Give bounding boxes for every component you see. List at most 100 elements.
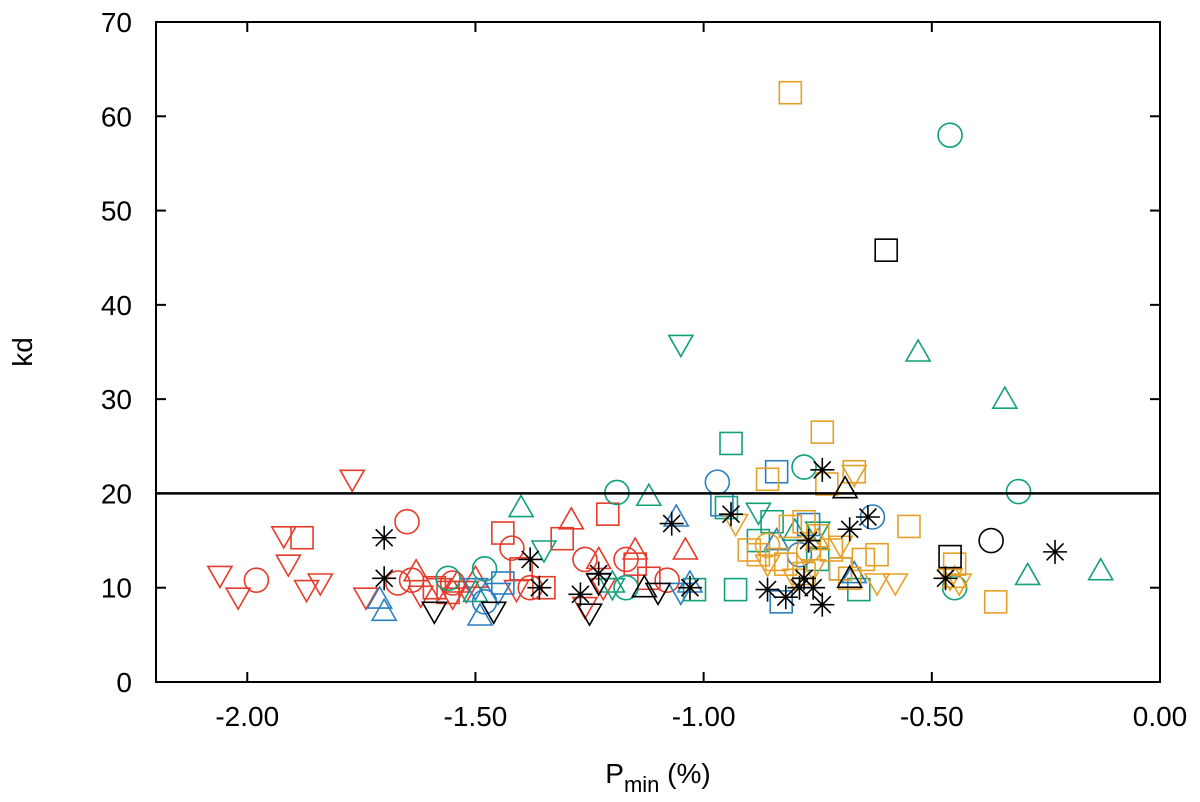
y-tick-label: 40 xyxy=(101,290,132,321)
data-point-asterisk xyxy=(527,575,552,600)
x-tick-label: -0.50 xyxy=(900,701,964,732)
data-point-triangle-up xyxy=(557,506,585,530)
y-tick-label: 20 xyxy=(101,478,132,509)
data-point-circle xyxy=(978,527,1004,554)
data-point-square xyxy=(938,544,962,569)
data-point-square xyxy=(719,431,743,456)
x-axis-label-main: P xyxy=(605,758,624,789)
data-point-square xyxy=(851,547,876,572)
data-point-asterisk xyxy=(810,457,835,482)
data-point-triangle-down xyxy=(407,585,435,609)
data-point-triangle-down xyxy=(421,601,448,625)
data-point-circle xyxy=(654,567,680,593)
data-point-square xyxy=(942,552,967,576)
data-point-circle xyxy=(394,508,420,535)
data-point-asterisk xyxy=(755,577,780,602)
data-point-square xyxy=(983,590,1008,614)
data-point-triangle-up xyxy=(507,493,535,518)
data-point-triangle-down xyxy=(293,579,320,604)
x-axis-label-subscript: min xyxy=(624,772,659,797)
data-point-triangle-up xyxy=(370,597,398,622)
data-point-square xyxy=(810,420,835,444)
x-tick-label: -1.00 xyxy=(672,701,736,732)
data-point-asterisk xyxy=(855,505,880,529)
plot-frame xyxy=(155,21,1161,683)
data-point-square xyxy=(737,538,762,562)
data-point-circle xyxy=(1005,478,1032,505)
data-point-circle xyxy=(435,565,461,592)
data-point-triangle-up xyxy=(1014,561,1042,586)
y-tick-label: 30 xyxy=(101,384,132,415)
data-point-square xyxy=(755,467,780,492)
x-axis-label-suffix: (%) xyxy=(659,758,710,789)
y-axis-label: kd xyxy=(7,337,38,367)
data-point-triangle-up xyxy=(662,503,690,527)
data-point-triangle-down xyxy=(667,334,695,359)
y-axis-ticks: 0 10 20 30 40 50 60 70 xyxy=(101,7,1160,698)
data-point-square xyxy=(491,571,515,595)
y-tick-label: 50 xyxy=(101,196,132,227)
data-point-triangle-up xyxy=(991,385,1019,409)
y-tick-label: 0 xyxy=(116,667,132,698)
data-point-triangle-up xyxy=(630,574,658,598)
data-point-square xyxy=(682,577,707,602)
x-axis-ticks: -2.00 -1.50 -1.00 -0.50 0.00 xyxy=(215,22,1187,732)
data-point-square xyxy=(290,525,314,550)
data-point-square xyxy=(550,526,574,551)
data-point-triangle-up xyxy=(804,526,832,551)
data-point-circle xyxy=(572,546,598,573)
data-point-triangle-down xyxy=(598,577,626,602)
data-point-square xyxy=(842,459,867,484)
data-point-triangle-up xyxy=(1087,557,1115,581)
data-point-triangle-down xyxy=(571,596,599,621)
data-point-triangle-down xyxy=(576,603,603,627)
data-point-triangle-up xyxy=(672,536,699,560)
data-point-triangle-down xyxy=(644,582,672,607)
data-point-asterisk xyxy=(801,575,826,600)
x-axis-label: Pmin (%) xyxy=(605,758,710,797)
data-point-square xyxy=(509,557,533,581)
data-point-square xyxy=(815,472,839,496)
data-point-asterisk xyxy=(568,582,593,607)
data-point-triangle-up xyxy=(763,526,791,551)
data-point-square xyxy=(778,514,803,539)
data-point-square xyxy=(760,509,784,534)
data-point-circle xyxy=(704,469,731,495)
data-point-circle xyxy=(385,570,411,596)
data-point-triangle-up xyxy=(635,482,663,507)
x-tick-label: 0.00 xyxy=(1133,701,1188,732)
data-point-asterisk xyxy=(372,566,397,591)
data-point-circle xyxy=(937,122,963,148)
data-point-triangle-up xyxy=(402,558,430,582)
data-point-circle xyxy=(791,454,817,480)
data-point-triangle-down xyxy=(799,559,827,583)
data-point-square xyxy=(422,575,447,600)
data-point-triangle-up xyxy=(462,564,489,589)
data-point-asterisk xyxy=(787,575,812,600)
data-point-square xyxy=(764,547,789,572)
data-point-square xyxy=(595,502,620,526)
data-point-asterisk xyxy=(773,585,798,610)
data-point-triangle-down xyxy=(274,554,302,578)
data-point-asterisk xyxy=(719,502,744,527)
data-point-triangle-up xyxy=(836,564,864,589)
data-point-asterisk xyxy=(810,592,835,617)
data-point-triangle-up xyxy=(443,569,471,593)
data-point-triangle-down xyxy=(840,464,868,489)
data-point-triangle-down xyxy=(667,582,695,607)
data-point-square xyxy=(865,542,889,567)
data-point-asterisk xyxy=(518,547,543,572)
data-point-triangle-down xyxy=(206,565,234,590)
data-point-triangle-down xyxy=(462,577,489,602)
data-point-triangle-down xyxy=(306,573,334,597)
data-point-circle xyxy=(754,532,781,559)
data-point-asterisk xyxy=(677,575,702,600)
data-point-square xyxy=(764,459,789,484)
data-point-triangle-up xyxy=(466,602,494,626)
data-point-triangle-down xyxy=(585,573,613,597)
data-point-triangle-up xyxy=(621,536,649,560)
data-point-circle xyxy=(471,556,498,582)
data-point-asterisk xyxy=(796,528,821,553)
data-point-square xyxy=(491,521,515,545)
